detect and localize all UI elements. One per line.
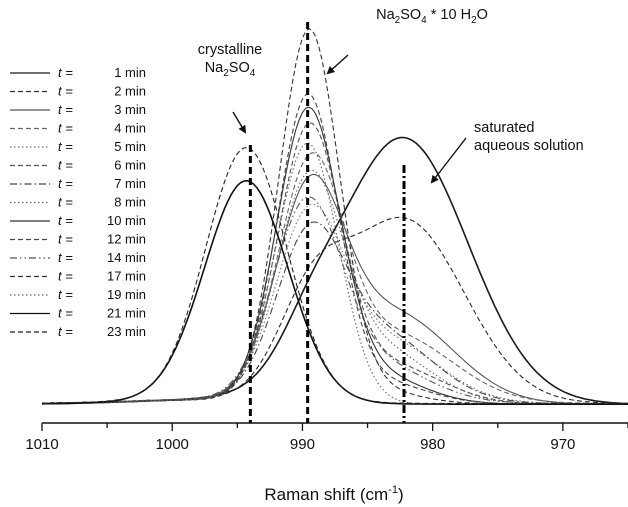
legend-entry: 19 min (107, 287, 146, 302)
arrow-crystalline (232, 111, 247, 134)
legend: t = 1 min t = 2 min t = 3 min t = 4 min t = 5 min… (10, 65, 146, 339)
x-tick-label: 1010 (25, 436, 58, 453)
legend-prefix: t = (58, 195, 73, 210)
x-tick-label: 1000 (156, 436, 189, 453)
legend-entry: 10 min (107, 213, 146, 228)
legend-entry: 17 min (107, 269, 146, 284)
annotation-solution-line2: aqueous solution (474, 138, 584, 154)
legend-prefix: t = (58, 158, 73, 173)
x-tick-label: 990 (290, 436, 315, 453)
peak-markers (248, 22, 406, 423)
series-line (41, 142, 628, 405)
x-tick-label: 970 (550, 436, 575, 453)
legend-prefix: t = (58, 324, 73, 339)
x-axis: 1010 1000 990 980 970 (25, 422, 628, 453)
arrow-decahydrate (326, 54, 349, 75)
annotations: crystalline Na2SO4 Na2SO4 * 10 H2O satur… (198, 7, 584, 184)
x-ticks: 1010 1000 990 980 970 (25, 423, 628, 453)
legend-entry: 6 min (114, 158, 146, 173)
legend-entry: 5 min (114, 139, 146, 154)
legend-prefix: t = (58, 213, 73, 228)
legend-entry: 7 min (114, 176, 146, 191)
legend-prefix: t = (58, 287, 73, 302)
annotation-crystalline-line1: crystalline (198, 42, 262, 58)
legend-entry: 14 min (107, 250, 146, 265)
legend-prefix: t = (58, 306, 73, 321)
arrow-solution (430, 137, 467, 184)
legend-entry: 12 min (107, 232, 146, 247)
annotation-decahydrate: Na2SO4 * 10 H2O (376, 7, 488, 26)
x-tick-label: 980 (420, 436, 445, 453)
legend-entry: 2 min (114, 84, 146, 99)
annotation-crystalline-line2: Na2SO4 (205, 60, 256, 79)
legend-entry: 4 min (114, 121, 146, 136)
legend-prefix: t = (58, 121, 73, 136)
legend-prefix: t = (58, 139, 73, 154)
legend-entry: 23 min (107, 324, 146, 339)
legend-entry: 8 min (114, 195, 146, 210)
legend-entry: 1 min (114, 65, 146, 80)
legend-prefix: t = (58, 84, 73, 99)
series-line (41, 196, 628, 405)
legend-prefix: t = (58, 176, 73, 191)
series-curves (41, 28, 628, 405)
x-axis-label: Raman shift (cm-1) (264, 484, 403, 504)
legend-prefix: t = (58, 269, 73, 284)
series-line (41, 147, 628, 405)
legend-prefix: t = (58, 250, 73, 265)
legend-entry: 21 min (107, 306, 146, 321)
legend-prefix: t = (58, 232, 73, 247)
legend-prefix: t = (58, 102, 73, 117)
legend-entry: 3 min (114, 102, 146, 117)
annotation-solution-line1: saturated (474, 120, 534, 136)
legend-prefix: t = (58, 65, 73, 80)
